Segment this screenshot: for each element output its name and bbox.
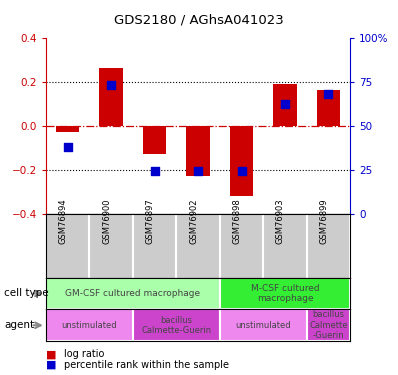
Text: GSM76899: GSM76899 [320,199,328,244]
Text: unstimulated: unstimulated [236,321,291,330]
Text: ■: ■ [46,350,56,359]
Point [108,82,114,88]
Text: bacillus
Calmette-Guerin: bacillus Calmette-Guerin [141,316,211,335]
Bar [99,68,123,126]
Text: percentile rank within the sample: percentile rank within the sample [64,360,229,370]
Point [238,168,245,174]
Bar [46,309,133,341]
Bar [133,309,220,341]
Text: agent: agent [4,320,34,330]
Text: M-CSF cultured
macrophage: M-CSF cultured macrophage [251,284,319,303]
Bar [230,126,254,196]
Bar [316,90,340,126]
Text: GSM76897: GSM76897 [146,198,154,244]
Bar [307,309,350,341]
Bar [142,126,166,154]
Text: cell type: cell type [4,288,49,298]
Bar [56,126,80,132]
Text: GSM76902: GSM76902 [189,199,198,244]
Text: GSM76898: GSM76898 [232,198,242,244]
Text: ■: ■ [46,360,56,370]
Bar [220,309,307,341]
Point [325,91,332,97]
Text: GSM76900: GSM76900 [102,199,111,244]
Bar [46,278,220,309]
Bar [220,278,350,309]
Point [195,168,201,174]
Text: GSM76903: GSM76903 [276,199,285,244]
Text: log ratio: log ratio [64,350,104,359]
Bar [273,84,297,126]
Text: GDS2180 / AGhsA041023: GDS2180 / AGhsA041023 [114,13,284,26]
Point [151,168,158,174]
Bar [186,126,210,176]
Point [64,144,71,150]
Text: bacillus
Calmette
-Guerin: bacillus Calmette -Guerin [309,310,348,340]
Text: unstimulated: unstimulated [61,321,117,330]
Point [282,102,288,108]
Text: GSM76894: GSM76894 [59,199,68,244]
Text: GM-CSF cultured macrophage: GM-CSF cultured macrophage [65,289,200,298]
